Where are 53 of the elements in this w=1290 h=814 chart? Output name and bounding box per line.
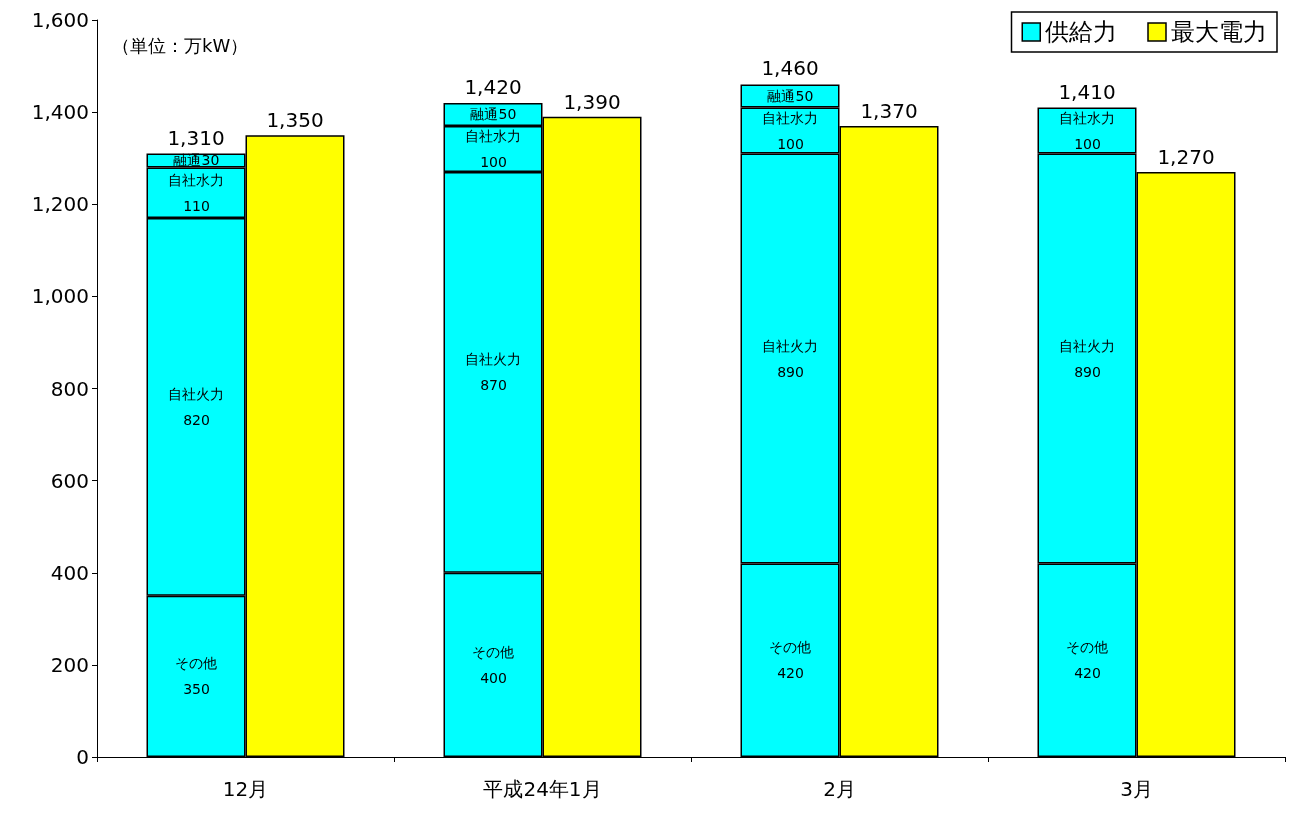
data-label: 1,270: [1157, 145, 1215, 170]
text: 自社水力: [1059, 109, 1115, 126]
data-label: 100: [777, 135, 804, 152]
text: その他: [472, 643, 514, 660]
data-label: 420: [777, 665, 804, 682]
data-label: 30: [201, 152, 220, 169]
data-label: 350: [183, 681, 210, 698]
y-tick-label: 1,200: [31, 192, 89, 217]
total-label: 1,420: [464, 74, 522, 99]
data-label: 50: [498, 106, 517, 123]
y-tick-label: 800: [50, 376, 89, 401]
data-label: 1,370: [860, 98, 918, 123]
y-tick-label: 200: [50, 652, 89, 677]
data-label: 100: [1074, 135, 1101, 152]
data-label: 1,350: [266, 108, 324, 133]
series-label: その他: [175, 655, 217, 672]
data-label: 890: [1074, 363, 1101, 380]
y-tick-label: 1,400: [31, 100, 89, 125]
y-tick-label: 0: [76, 745, 89, 769]
x-tick-label: 3月: [1120, 777, 1153, 801]
legend-label: 最大電力: [1171, 18, 1267, 46]
data-label: 110: [183, 197, 210, 214]
data-label: 100: [480, 153, 507, 170]
x-tick-label: 12月: [222, 777, 269, 801]
total-label: 1,460: [761, 56, 819, 81]
data-label: 870: [480, 377, 507, 394]
text: その他: [1066, 639, 1108, 656]
data-label: 820: [183, 411, 210, 428]
data-label: 400: [480, 669, 507, 686]
annotation: （単位：万kW）: [112, 34, 249, 56]
text: 自社水力: [168, 171, 224, 188]
y-tick-label: 1,000: [31, 284, 89, 309]
text: 自社火力: [1059, 337, 1115, 354]
x-tick-label: 2月: [823, 777, 856, 801]
data-label: 50: [795, 88, 814, 104]
data-label: 890: [777, 363, 804, 380]
x-tick-label: 平成24年1月: [483, 777, 602, 801]
series-label: 自社水力: [762, 109, 818, 126]
text: 自社水力: [465, 127, 521, 144]
text: 融通: [469, 106, 498, 123]
data-label: 420: [1074, 665, 1101, 682]
series-label: 自社火力: [168, 385, 224, 402]
y-tick-label: 1,600: [31, 8, 89, 32]
y-tick-label: 600: [50, 468, 89, 493]
text: 自社火力: [465, 351, 521, 368]
y-tick-label: 400: [50, 560, 89, 585]
text: 自社火力: [762, 337, 818, 354]
legend-label: 供給力: [1045, 18, 1118, 46]
text: その他: [769, 639, 811, 656]
text: 融通: [766, 88, 795, 104]
total-label: 1,410: [1058, 79, 1116, 104]
data-label: 1,390: [563, 89, 621, 114]
total-label: 1,310: [167, 125, 225, 150]
